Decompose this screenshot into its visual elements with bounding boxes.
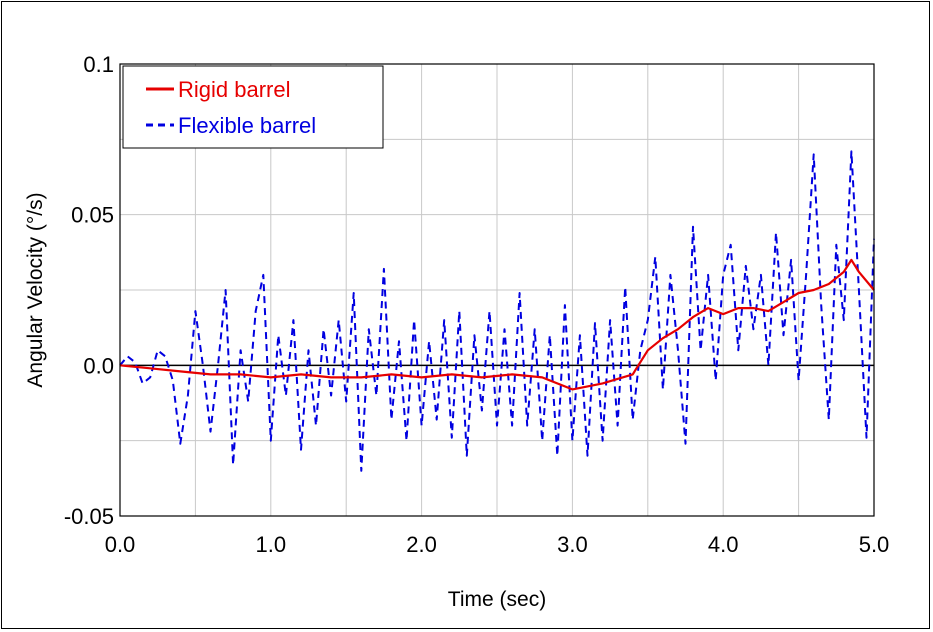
legend-box <box>122 65 384 149</box>
x-tick-label: 2.0 <box>406 532 437 557</box>
legend-label-rigid-barrel: Rigid barrel <box>178 77 291 102</box>
y-tick-labels: 0.1 0.05 0.0 -0.05 <box>64 52 114 529</box>
y-tick-label: 0.1 <box>83 52 114 77</box>
plot-border <box>119 63 875 517</box>
x-tick-label: 5.0 <box>859 532 890 557</box>
legend-label-flexible-barrel: Flexible barrel <box>178 113 316 138</box>
x-tick-labels: 0.0 1.0 2.0 3.0 4.0 5.0 <box>105 532 890 557</box>
series-layer <box>119 150 875 472</box>
series-line-flexible-barrel <box>119 150 875 472</box>
legend: Rigid barrel Flexible barrel <box>122 65 384 149</box>
x-axis-title: Time (sec) <box>448 588 546 611</box>
x-tick-label: 3.0 <box>557 532 588 557</box>
y-tick-label: -0.05 <box>64 504 114 529</box>
x-tick-label: 4.0 <box>708 532 739 557</box>
x-tick-label: 0.0 <box>105 532 136 557</box>
x-tick-label: 1.0 <box>256 532 287 557</box>
y-tick-label: 0.0 <box>83 353 114 378</box>
y-axis-title: Angular Velocity (°/s) <box>24 192 47 387</box>
series-line-rigid-barrel <box>119 258 875 391</box>
y-tick-label: 0.05 <box>71 203 114 228</box>
